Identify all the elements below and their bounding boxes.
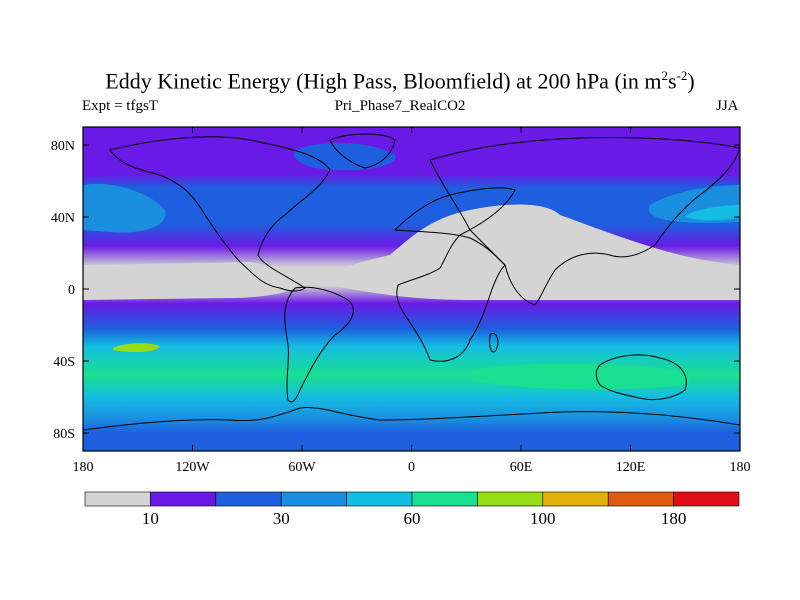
colorbar-swatch [280, 491, 347, 507]
colorbar-swatch [411, 491, 478, 507]
colorbar-label: 180 [661, 509, 687, 528]
sahara-asia-low-patch [330, 204, 740, 300]
lat-tick-label: 0 [68, 283, 75, 298]
colorbar-label: 60 [404, 509, 421, 528]
south-indian-core [470, 363, 691, 390]
colorbar-label: 10 [142, 509, 159, 528]
season-label: JJA [716, 98, 739, 114]
map-field [83, 127, 740, 451]
lat-tick-label: 40N [51, 211, 75, 226]
colorbar-swatch [607, 491, 674, 507]
colorbar-swatch [84, 491, 151, 507]
latitude-axis: 80N 40N 0 40S 80S [51, 139, 740, 442]
lon-tick-label: 180 [730, 460, 751, 475]
colorbar-label: 30 [273, 509, 290, 528]
lon-tick-label: 60E [510, 460, 533, 475]
pacific-low-patch [83, 262, 300, 300]
lon-tick-label: 0 [408, 460, 415, 475]
lon-tick-label: 120E [616, 460, 646, 475]
run-label: Pri_Phase7_RealCO2 [334, 98, 466, 114]
north-pacific-core [685, 205, 740, 221]
longitude-axis: 180 120W 60W 0 60E 120E 180 [73, 127, 751, 475]
colorbar-swatch [346, 491, 413, 507]
experiment-label: Expt = tfgsT [82, 98, 158, 114]
lon-tick-label: 60W [288, 460, 316, 475]
colorbar-label: 100 [530, 509, 556, 528]
coastlines [82, 133, 741, 431]
eurasia-coast [429, 136, 741, 306]
colorbar-swatch [673, 491, 740, 507]
antarctica-coast [82, 406, 741, 431]
lon-tick-label: 120W [175, 460, 210, 475]
north-pacific-patch [83, 183, 166, 233]
colorbar: 10 30 60 100 180 [84, 491, 740, 528]
greenland-coast [329, 133, 396, 169]
south-america-coast [284, 286, 354, 403]
colorbar-swatch [477, 491, 544, 507]
lat-tick-label: 80N [51, 139, 75, 154]
madagascar-coast [489, 333, 499, 353]
north-atlantic-patch [294, 143, 396, 171]
south-pacific-core [113, 343, 160, 353]
colorbar-swatch [215, 491, 282, 507]
colorbar-swatch [542, 491, 609, 507]
australia-coast [595, 354, 687, 401]
lat-tick-label: 80S [53, 427, 75, 442]
map-title: Eddy Kinetic Energy (High Pass, Bloomfie… [105, 68, 695, 94]
lon-tick-label: 180 [73, 460, 94, 475]
north-america-coast [109, 136, 331, 292]
colorbar-swatch [150, 491, 217, 507]
lat-tick-label: 40S [53, 355, 75, 370]
